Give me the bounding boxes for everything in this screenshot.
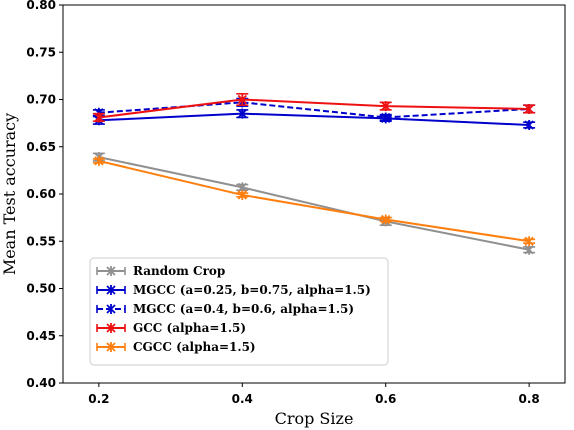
legend: Random Crop MGCC (a=0.25, b=0.75, alpha=1… (89, 257, 389, 366)
data-point (381, 214, 391, 225)
data-point (94, 155, 104, 166)
x-tick-label: 0.8 (519, 392, 540, 406)
data-point (106, 285, 116, 295)
series-line (98, 98, 530, 119)
x-tick-label: 0.4 (232, 392, 253, 406)
x-axis: 0.2 0.4 0.6 0.8 (88, 383, 540, 406)
legend-item: Random Crop (96, 264, 225, 278)
series-4 (92, 155, 536, 247)
x-tick-label: 0.2 (88, 392, 109, 406)
data-point (381, 101, 391, 112)
legend-label: Random Crop (133, 264, 225, 278)
legend-label: MGCC (a=0.4, b=0.6, alpha=1.5) (133, 302, 354, 316)
y-axis: 0.40 0.45 0.50 0.55 0.60 0.65 0.70 0.75 0.80 (26, 0, 63, 390)
y-tick-label: 0.45 (26, 329, 56, 343)
series-line (98, 112, 530, 127)
data-point (524, 120, 534, 131)
legend-item: MGCC (a=0.4, b=0.6, alpha=1.5) (96, 302, 354, 316)
data-point (106, 304, 116, 314)
y-tick-label: 0.40 (26, 376, 56, 390)
legend-label: MGCC (a=0.25, b=0.75, alpha=1.5) (133, 283, 371, 297)
y-tick-label: 0.50 (26, 282, 56, 296)
y-tick-label: 0.65 (26, 140, 56, 154)
data-point (524, 103, 534, 114)
data-point (237, 94, 247, 105)
series-0 (92, 152, 536, 255)
data-point (106, 266, 116, 276)
series-line (98, 159, 530, 243)
y-tick-label: 0.75 (26, 45, 56, 59)
series-3 (92, 93, 536, 123)
data-point (381, 112, 391, 123)
data-point (524, 236, 534, 247)
y-tick-label: 0.80 (26, 0, 56, 12)
data-point (237, 189, 247, 200)
series-layer (92, 93, 536, 255)
legend-box (89, 257, 389, 366)
data-point (94, 112, 104, 123)
plot-frame (62, 4, 566, 384)
y-tick-label: 0.55 (26, 234, 56, 248)
y-tick-label: 0.60 (26, 187, 56, 201)
legend-label: CGCC (alpha=1.5) (133, 340, 256, 354)
data-point (106, 323, 116, 333)
legend-item: GCC (alpha=1.5) (96, 321, 246, 335)
x-tick-label: 0.6 (375, 392, 396, 406)
x-axis-title: Crop Size (275, 409, 354, 428)
data-point (237, 108, 247, 119)
y-tick-label: 0.70 (26, 93, 56, 107)
legend-label: GCC (alpha=1.5) (133, 321, 246, 335)
data-point (524, 244, 534, 255)
series-line (98, 156, 530, 251)
data-point (106, 342, 116, 352)
legend-item: MGCC (a=0.25, b=0.75, alpha=1.5) (96, 283, 371, 297)
y-axis-title: Mean Test accuracy (0, 113, 19, 275)
legend-item: CGCC (alpha=1.5) (96, 340, 256, 354)
